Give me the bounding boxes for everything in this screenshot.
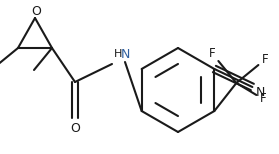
Text: O: O	[70, 122, 80, 134]
Text: F: F	[262, 53, 269, 65]
Text: O: O	[31, 4, 41, 18]
Text: F: F	[260, 93, 267, 105]
Text: F: F	[209, 47, 216, 59]
Text: N: N	[120, 47, 130, 61]
Text: N: N	[256, 85, 265, 99]
Text: H: H	[114, 49, 122, 59]
